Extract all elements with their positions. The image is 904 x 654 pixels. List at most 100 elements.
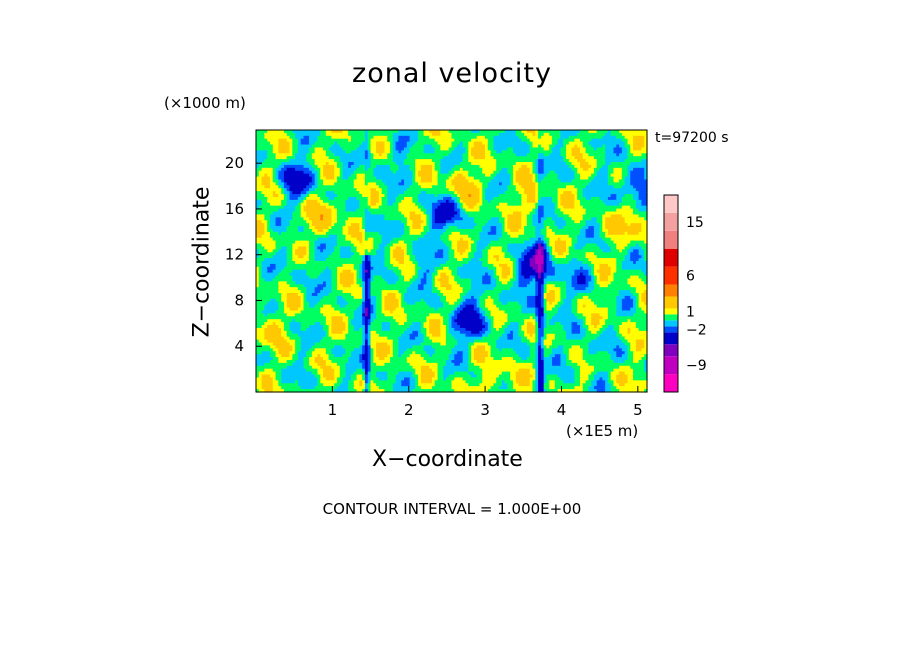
heatmap-cell [624, 202, 629, 207]
heatmap-cell [619, 176, 623, 181]
heatmap-cell [498, 144, 503, 149]
heatmap-cell [471, 167, 475, 172]
heatmap-cell [496, 138, 500, 143]
heatmap-cell [482, 150, 486, 154]
heatmap-cell [376, 231, 380, 236]
heatmap-cell [591, 205, 595, 210]
heatmap-cell [535, 138, 539, 143]
heatmap-cell [510, 141, 514, 146]
heatmap-cell [328, 153, 332, 157]
heatmap-cell [593, 176, 598, 181]
heatmap-cell [429, 162, 433, 166]
heatmap-cell [423, 228, 427, 233]
heatmap-cell [409, 162, 413, 166]
heatmap-cell [395, 226, 400, 230]
heatmap-cell [462, 199, 467, 204]
heatmap-cell [373, 211, 377, 216]
heatmap-cell [384, 220, 388, 224]
heatmap-cell [443, 188, 447, 192]
heatmap-cell [409, 182, 413, 186]
heatmap-cell [588, 173, 592, 178]
heatmap-cell [627, 176, 631, 181]
heatmap-cell [554, 150, 559, 154]
heatmap-cell [325, 141, 330, 146]
heatmap-cell [465, 141, 469, 146]
heatmap-cell [390, 135, 394, 140]
heatmap-cell [465, 228, 469, 233]
heatmap-cell [256, 194, 260, 198]
heatmap-cell [610, 211, 615, 216]
heatmap-cell [462, 182, 467, 186]
heatmap-cell [381, 199, 386, 204]
heatmap-cell [485, 132, 489, 137]
heatmap-cell [378, 185, 383, 189]
heatmap-cell [283, 138, 288, 143]
heatmap-cell [373, 196, 377, 201]
heatmap-cell [320, 162, 324, 166]
heatmap-cell [376, 205, 380, 210]
heatmap-cell [451, 159, 455, 163]
heatmap-cell [621, 226, 626, 230]
heatmap-cell [560, 156, 564, 160]
heatmap-cell [431, 173, 436, 178]
heatmap-cell [392, 132, 397, 137]
heatmap-cell [353, 173, 358, 178]
heatmap-cell [540, 150, 545, 154]
heatmap-cell [356, 199, 360, 204]
heatmap-cell [278, 159, 282, 163]
heatmap-cell [356, 208, 360, 213]
heatmap-cell [320, 147, 324, 151]
heatmap-cell [605, 179, 609, 183]
heatmap-cell [471, 179, 475, 183]
heatmap-cell [409, 223, 413, 227]
heatmap-cell [350, 191, 355, 195]
heatmap-cell [292, 164, 296, 169]
heatmap-cell [462, 138, 467, 143]
heatmap-cell [588, 164, 592, 169]
heatmap-cell [292, 138, 296, 143]
heatmap-cell [552, 188, 556, 192]
heatmap-cell [387, 135, 391, 140]
heatmap-cell [362, 132, 366, 137]
heatmap-cell [390, 141, 394, 146]
heatmap-cell [566, 135, 570, 140]
heatmap-cell [487, 191, 492, 195]
heatmap-cell [320, 173, 324, 178]
heatmap-cell [535, 185, 539, 189]
heatmap-cell [390, 217, 394, 221]
heatmap-cell [429, 228, 433, 233]
heatmap-cell [434, 167, 439, 172]
heatmap-cell [334, 167, 338, 172]
heatmap-cell [281, 141, 285, 146]
heatmap-cell [264, 199, 268, 204]
heatmap-cell [309, 191, 313, 195]
heatmap-cell [493, 220, 497, 224]
heatmap-cell [627, 159, 631, 163]
heatmap-cell [552, 208, 556, 213]
heatmap-cell [641, 211, 645, 216]
heatmap-cell [487, 208, 492, 213]
heatmap-cell [409, 167, 413, 172]
heatmap-cell [560, 223, 564, 227]
heatmap-cell [540, 147, 545, 151]
heatmap-cell [384, 153, 388, 157]
heatmap-cell [566, 164, 570, 169]
heatmap-cell [515, 196, 520, 201]
heatmap-cell [412, 205, 416, 210]
heatmap-cell [309, 150, 313, 154]
heatmap-cell [493, 132, 497, 137]
heatmap-cell [457, 147, 461, 151]
heatmap-cell [535, 130, 539, 134]
heatmap-cell [605, 220, 609, 224]
heatmap-cell [364, 130, 369, 134]
heatmap-cell [373, 153, 377, 157]
heatmap-cell [267, 167, 271, 172]
heatmap-cell [429, 153, 433, 157]
heatmap-cell [538, 170, 542, 175]
heatmap-cell [471, 162, 475, 166]
heatmap-cell [272, 217, 277, 221]
heatmap-cell [482, 228, 486, 233]
heatmap-cell [607, 182, 612, 186]
heatmap-cell [256, 211, 260, 216]
heatmap-cell [306, 138, 310, 143]
